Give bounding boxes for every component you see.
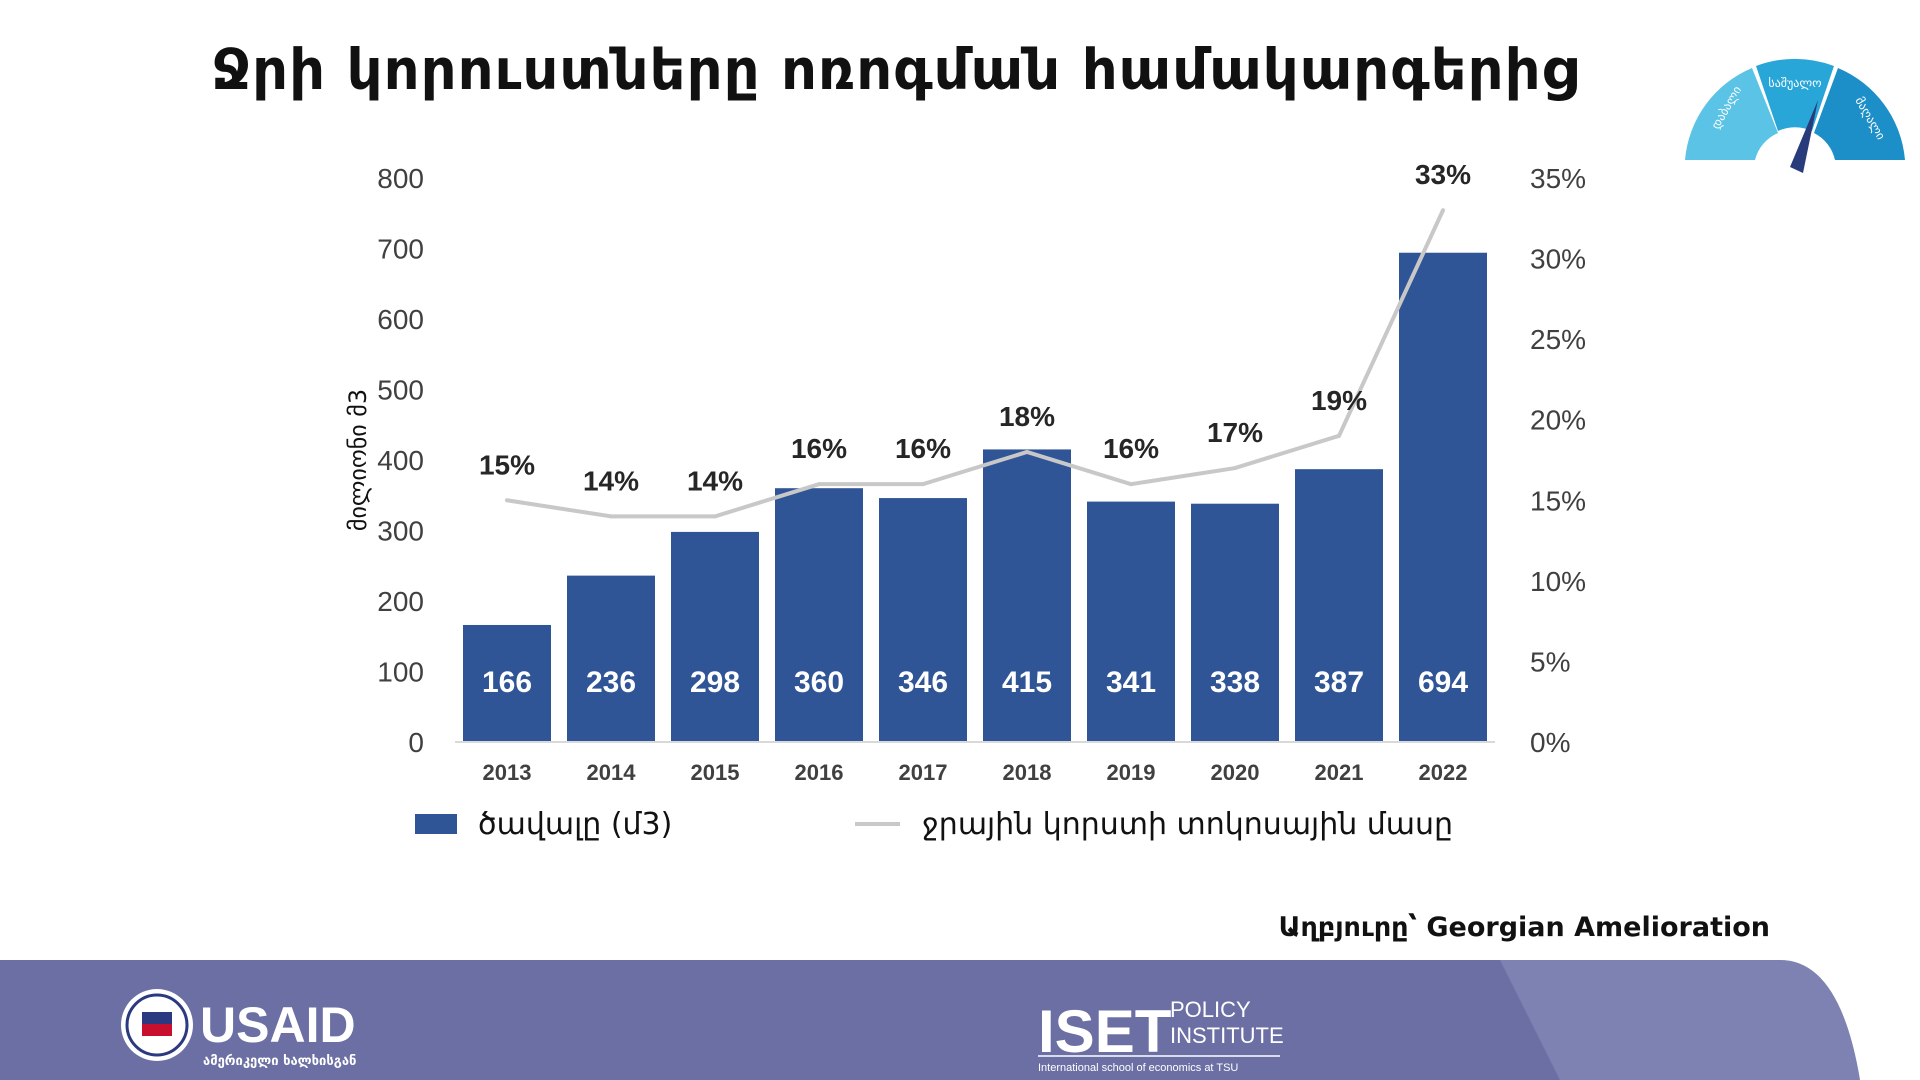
footer-accent <box>1500 960 1860 1080</box>
bar <box>1399 252 1487 743</box>
percent-data-label: 16% <box>895 433 951 464</box>
bar-value-label: 360 <box>794 666 844 699</box>
percent-data-label: 16% <box>791 433 847 464</box>
percent-data-label: 19% <box>1311 385 1367 416</box>
bar-value-label: 415 <box>1002 666 1052 699</box>
y-tick-label: 800 <box>377 163 424 194</box>
y-tick-label: 100 <box>377 657 424 688</box>
iset-name: ISET <box>1038 998 1171 1065</box>
percent-data-label: 17% <box>1207 417 1263 448</box>
usaid-logo: USAID ამერიკელი ხალხისგან <box>121 989 356 1069</box>
x-tick-label: 2014 <box>587 760 637 785</box>
footer-band: USAID ამერიკელი ხალხისგან ISET POLICY IN… <box>0 960 1860 1080</box>
x-tick-label: 2019 <box>1107 760 1156 785</box>
y-tick-label: 300 <box>377 516 424 547</box>
y2-tick-label: 30% <box>1530 244 1586 275</box>
bar <box>983 449 1071 742</box>
y2-tick-label: 0% <box>1530 727 1570 758</box>
y-tick-label: 400 <box>377 445 424 476</box>
x-tick-label: 2020 <box>1211 760 1260 785</box>
iset-line2: INSTITUTE <box>1170 1023 1284 1048</box>
x-tick-label: 2016 <box>795 760 844 785</box>
gauge-logo: დაბალი საშუალო მაღალი <box>1685 58 1905 173</box>
percent-point <box>505 498 509 503</box>
bar-value-label: 341 <box>1106 666 1156 699</box>
bar <box>1191 503 1279 742</box>
usaid-subtitle: ამერიკელი ხალხისგან <box>203 1054 356 1069</box>
footer-background <box>0 960 1860 1080</box>
x-tick-label: 2017 <box>899 760 948 785</box>
gauge-segment-low <box>1685 68 1778 160</box>
y-tick-label: 0 <box>408 727 424 758</box>
bar <box>879 498 967 742</box>
bar-value-label: 236 <box>586 666 636 699</box>
gauge-label-mid: საშუალო <box>1768 76 1821 90</box>
percent-point <box>1233 466 1237 471</box>
percent-data-label: 15% <box>479 449 535 480</box>
percent-data-label: 18% <box>999 401 1055 432</box>
bar-value-label: 694 <box>1418 666 1468 699</box>
y2-tick-label: 20% <box>1530 405 1586 436</box>
percent-data-label: 33% <box>1415 159 1471 190</box>
y2-tick-label: 15% <box>1530 485 1586 516</box>
percent-data-label: 16% <box>1103 433 1159 464</box>
y2-tick-label: 35% <box>1530 163 1586 194</box>
bar-value-label: 166 <box>482 666 532 699</box>
bar-value-label: 338 <box>1210 666 1260 699</box>
legend-bar-swatch <box>415 814 457 834</box>
y2-tick-label: 25% <box>1530 324 1586 355</box>
percent-point <box>1025 449 1029 454</box>
bar <box>463 624 551 742</box>
percent-point <box>817 482 821 487</box>
y-tick-label: 200 <box>377 586 424 617</box>
usaid-name: USAID <box>200 997 356 1053</box>
source-note: Աղբյուրը՝ Georgian Amelioration <box>1278 912 1770 943</box>
x-tick-label: 2021 <box>1315 760 1364 785</box>
percent-data-label: 14% <box>687 465 743 496</box>
legend-bar-label: ծավալը (մ3) <box>478 807 672 842</box>
bar <box>671 531 759 742</box>
bar <box>1087 501 1175 742</box>
percent-data-label: 14% <box>583 465 639 496</box>
bar-value-label: 387 <box>1314 666 1364 699</box>
bar <box>1295 469 1383 742</box>
iset-tagline: International school of economics at TSU <box>1038 1062 1238 1074</box>
y-tick-label: 500 <box>377 375 424 406</box>
chart: 0 100 200 300 400 500 600 700 800 0% 5% 10% 15% 20% 25… <box>344 159 1586 842</box>
iset-logo: ISET POLICY INSTITUTE International scho… <box>1038 997 1284 1074</box>
x-tick-label: 2022 <box>1419 760 1468 785</box>
percent-point <box>921 482 925 487</box>
y-tick-label: 600 <box>377 304 424 335</box>
legend-line-label: ջրային կորստի տոկոսային մասը <box>922 807 1453 842</box>
percent-point <box>713 514 717 519</box>
y2-tick-label: 10% <box>1530 566 1586 597</box>
bar-value-label: 298 <box>690 666 740 699</box>
y-tick-label: 700 <box>377 234 424 265</box>
bar <box>567 575 655 742</box>
bar-value-label: 346 <box>898 666 948 699</box>
page-title: Ջրի կորուստները ոռոգման համակարգերից <box>211 38 1579 103</box>
percent-point <box>1337 433 1341 438</box>
x-tick-label: 2018 <box>1003 760 1052 785</box>
y-axis-title: მილიონი მ3 <box>344 389 372 531</box>
y2-tick-label: 5% <box>1530 646 1570 677</box>
percent-point <box>1129 482 1133 487</box>
gauge-needle <box>1790 100 1818 173</box>
percent-point <box>609 514 613 519</box>
x-tick-label: 2013 <box>483 760 532 785</box>
percent-line <box>506 209 1445 519</box>
iset-line1: POLICY <box>1170 997 1251 1022</box>
gauge-segment-high <box>1814 68 1905 160</box>
bar <box>775 488 863 742</box>
percent-point <box>1441 208 1445 213</box>
x-tick-label: 2015 <box>691 760 740 785</box>
